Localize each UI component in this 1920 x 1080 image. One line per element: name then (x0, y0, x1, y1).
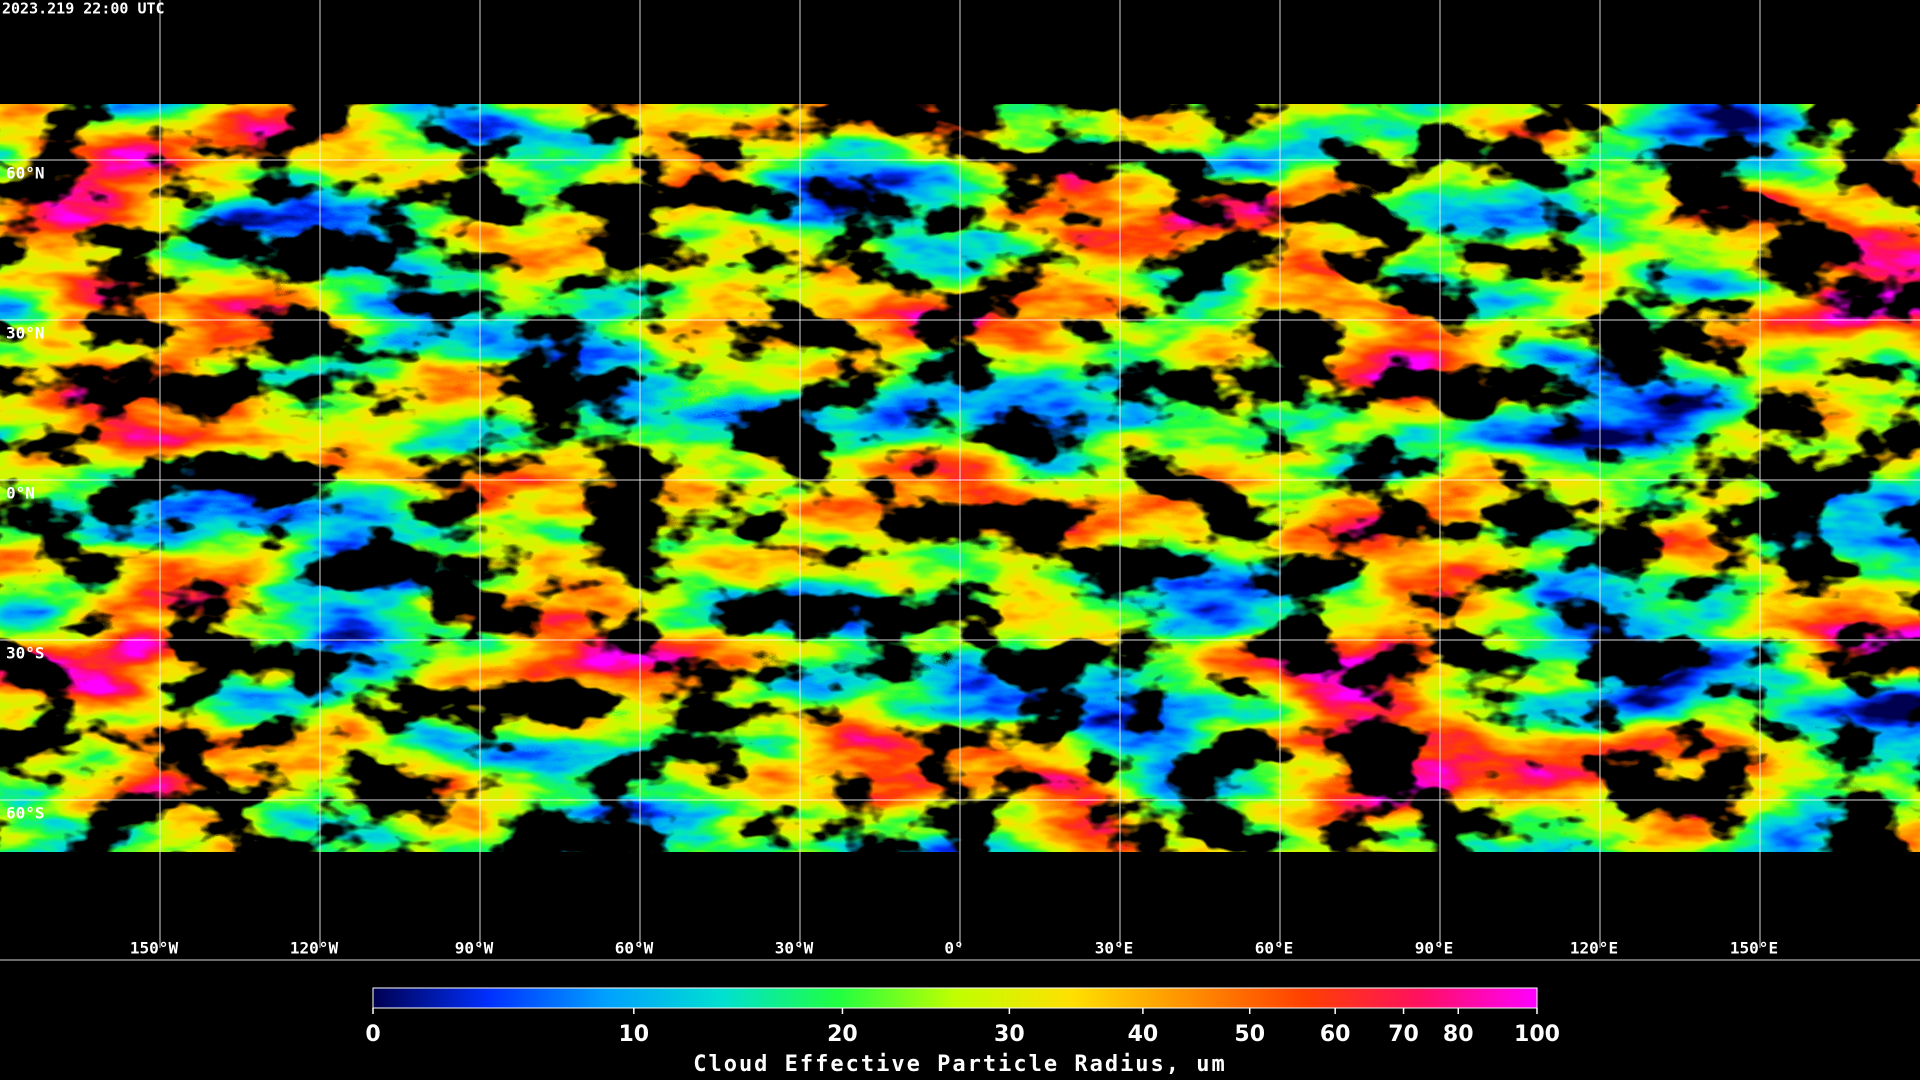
lon-label: 120°W (290, 939, 339, 958)
colorbar-tick-label: 50 (1234, 1022, 1265, 1047)
colorbar (372, 987, 1538, 1009)
colorbar-label: Cloud Effective Particle Radius, um (693, 1052, 1227, 1077)
lon-label: 60°E (1255, 939, 1294, 958)
lon-label: 0° (944, 939, 963, 958)
timestamp: 2023.219 22:00 UTC (2, 0, 165, 18)
colorbar-tick-label: 100 (1514, 1022, 1560, 1047)
graticule (0, 0, 1920, 961)
colorbar-tick-label: 30 (994, 1022, 1025, 1047)
lon-label: 150°W (130, 939, 179, 958)
colorbar-tick-label: 10 (618, 1022, 649, 1047)
lon-label: 30°W (775, 939, 814, 958)
colorbar-tick-label: 70 (1388, 1022, 1419, 1047)
lat-label: 30°S (6, 644, 45, 663)
lon-label: 60°W (615, 939, 654, 958)
lon-label: 90°E (1415, 939, 1454, 958)
lat-label: 60°N (6, 164, 45, 183)
colorbar-tick-label: 60 (1320, 1022, 1351, 1047)
lon-label: 30°E (1095, 939, 1134, 958)
lat-label: 60°S (6, 804, 45, 823)
lat-label: 0°N (6, 484, 35, 503)
lon-label: 90°W (455, 939, 494, 958)
lon-label: 150°E (1730, 939, 1778, 958)
colorbar-tick-label: 20 (827, 1022, 858, 1047)
colorbar-tick-label: 0 (365, 1022, 380, 1047)
lat-label: 30°N (6, 324, 45, 343)
colorbar-tick-label: 80 (1443, 1022, 1474, 1047)
lon-label: 120°E (1570, 939, 1618, 958)
colorbar-tick-label: 40 (1128, 1022, 1159, 1047)
